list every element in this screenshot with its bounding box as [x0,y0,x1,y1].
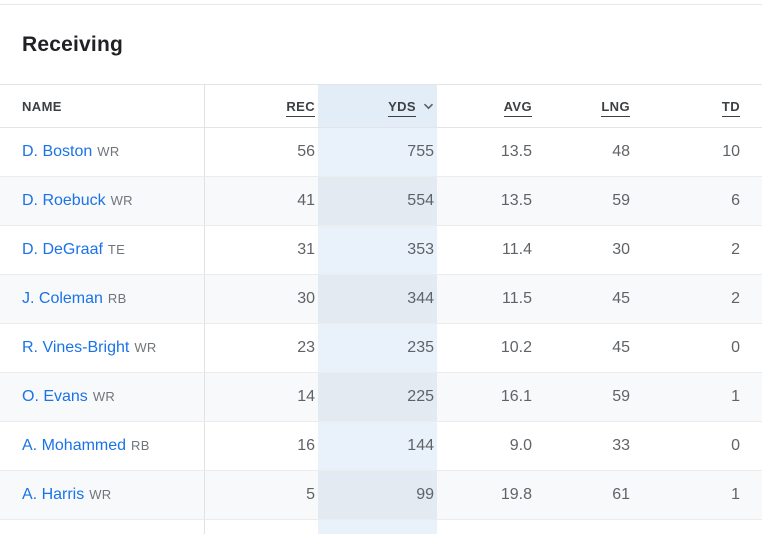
player-link[interactable]: D. Boston [22,143,93,160]
player-cell: J. Coleman RB [0,274,205,324]
player-cell: A. Mohammed RB [0,421,205,471]
stat-rec: 30 [204,274,318,324]
top-divider [0,4,762,5]
stat-yds: 99 [318,470,437,520]
stat-avg: 16.1 [437,372,535,422]
stat-td: 2 [633,225,762,275]
stat-td: 2 [633,274,762,324]
stat-lng [535,520,633,534]
stat-avg [437,520,535,534]
player-position: WR [89,487,112,502]
stat-rec: 16 [204,421,318,471]
player-position: RB [131,438,150,453]
player-position: WR [110,193,133,208]
stat-lng: 59 [535,176,633,226]
table-row: D. DeGraaf TE 31 353 11.4 30 2 [0,225,762,275]
stat-avg: 11.5 [437,274,535,324]
player-link[interactable]: D. DeGraaf [22,241,103,258]
stat-lng: 61 [535,470,633,520]
player-link[interactable]: A. Harris [22,486,85,503]
table-row: J. Coleman RB 30 344 11.5 45 2 [0,274,762,324]
player-cell: A. Harris WR [0,470,205,520]
stat-yds: 225 [318,372,437,422]
stat-td: 0 [633,421,762,471]
column-header-lng-label[interactable]: LNG [601,98,630,117]
player-cell [0,519,205,534]
table-row: R. Vines-Bright WR 23 235 10.2 45 0 [0,323,762,373]
table-row-partial [0,519,762,534]
player-position: WR [97,144,120,159]
player-position: RB [107,291,127,306]
chevron-down-icon [423,98,434,113]
column-header-yds[interactable]: YDS [318,84,437,128]
player-link[interactable]: D. Roebuck [22,192,106,209]
stat-lng: 45 [535,323,633,373]
stat-avg: 11.4 [437,225,535,275]
table-header-row: NAME REC YDS AVG LNG TD [0,84,762,128]
player-cell: D. DeGraaf TE [0,225,205,275]
stat-yds: 344 [318,274,437,324]
stat-rec: 31 [204,225,318,275]
stat-td: 1 [633,372,762,422]
stat-yds: 235 [318,323,437,373]
player-cell: D. Boston WR [0,127,205,177]
stat-avg: 13.5 [437,176,535,226]
stat-rec: 56 [204,127,318,177]
stat-rec: 14 [204,372,318,422]
player-cell: R. Vines-Bright WR [0,323,205,373]
stat-rec: 23 [204,323,318,373]
stat-td [633,520,762,534]
column-header-avg[interactable]: AVG [437,84,535,128]
player-cell: O. Evans WR [0,372,205,422]
stat-rec: 5 [204,470,318,520]
table-row: D. Boston WR 56 755 13.5 48 10 [0,127,762,177]
stat-td: 6 [633,176,762,226]
column-header-name: NAME [0,84,205,128]
column-header-rec-label[interactable]: REC [286,98,315,117]
column-header-avg-label[interactable]: AVG [503,98,532,117]
stat-avg: 10.2 [437,323,535,373]
player-position: WR [134,340,157,355]
table-row: O. Evans WR 14 225 16.1 59 1 [0,372,762,422]
stat-avg: 13.5 [437,127,535,177]
table-row: D. Roebuck WR 41 554 13.5 59 6 [0,176,762,226]
stat-lng: 48 [535,127,633,177]
table-row: A. Harris WR 5 99 19.8 61 1 [0,470,762,520]
player-link[interactable]: A. Mohammed [22,437,127,454]
section-title: Receiving [22,33,124,56]
stat-yds: 353 [318,225,437,275]
stat-rec: 41 [204,176,318,226]
stat-rec [204,520,318,534]
stat-yds: 755 [318,127,437,177]
column-header-yds-label[interactable]: YDS [388,99,416,117]
player-position: TE [107,242,126,257]
stat-td: 1 [633,470,762,520]
player-link[interactable]: O. Evans [22,388,88,405]
stat-yds: 144 [318,421,437,471]
stat-lng: 33 [535,421,633,471]
column-header-td[interactable]: TD [633,84,762,128]
stat-avg: 19.8 [437,470,535,520]
player-cell: D. Roebuck WR [0,176,205,226]
player-link[interactable]: R. Vines-Bright [22,339,130,356]
stat-avg: 9.0 [437,421,535,471]
column-header-rec[interactable]: REC [204,84,318,128]
stat-lng: 45 [535,274,633,324]
column-header-td-label[interactable]: TD [721,98,740,117]
table-row: A. Mohammed RB 16 144 9.0 33 0 [0,421,762,471]
stat-yds [318,519,437,534]
stat-lng: 59 [535,372,633,422]
column-header-lng[interactable]: LNG [535,84,633,128]
player-link[interactable]: J. Coleman [22,290,103,307]
receiving-stats-table: NAME REC YDS AVG LNG TD [0,84,762,534]
stat-td: 10 [633,127,762,177]
stat-td: 0 [633,323,762,373]
player-position: WR [92,389,116,404]
stat-yds: 554 [318,176,437,226]
stat-lng: 30 [535,225,633,275]
